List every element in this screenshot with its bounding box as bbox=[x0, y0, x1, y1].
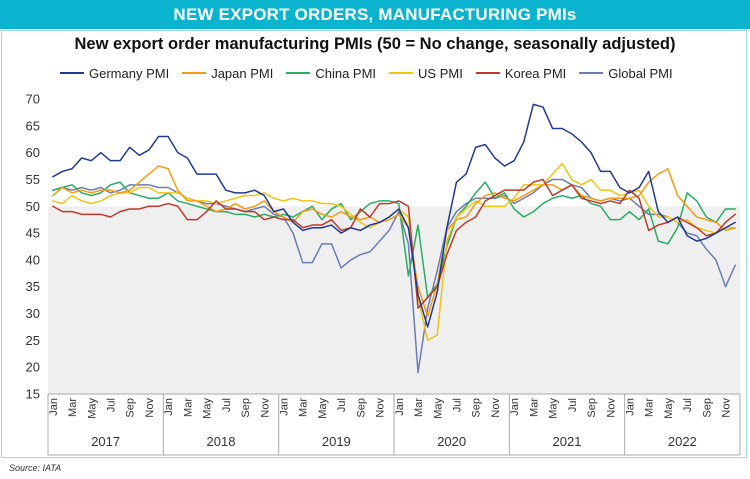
x-tick-label: Jul bbox=[105, 398, 117, 412]
x-tick-label: Nov bbox=[721, 398, 733, 418]
x-tick-label: Jan bbox=[394, 398, 406, 416]
x-tick-label: May bbox=[317, 398, 329, 419]
legend-item-global: Global PMI bbox=[579, 65, 673, 81]
legend-item-korea: Korea PMI bbox=[475, 65, 567, 81]
y-tick-label: 50 bbox=[26, 199, 40, 214]
x-tick-label: May bbox=[548, 398, 560, 419]
year-label: 2017 bbox=[91, 434, 120, 449]
x-tick-label: Jul bbox=[336, 398, 348, 412]
legend-item-us: US PMI bbox=[389, 66, 463, 81]
legend-label-us: US PMI bbox=[418, 65, 463, 81]
x-tick-label: Jan bbox=[509, 398, 521, 416]
below-50-band bbox=[48, 206, 740, 394]
x-tick-label: Mar bbox=[67, 398, 79, 417]
series-line-japan-pmi bbox=[52, 165, 736, 317]
x-tick-label: May bbox=[432, 398, 444, 419]
legend-item-japan: Japan PMI bbox=[182, 66, 273, 81]
y-tick-label: 15 bbox=[26, 387, 40, 402]
legend-swatch-germany bbox=[60, 72, 84, 74]
legend-swatch-korea bbox=[475, 72, 500, 74]
x-tick-label: Jul bbox=[682, 398, 694, 412]
y-tick-label: 65 bbox=[26, 118, 40, 133]
x-tick-label: Sep bbox=[701, 398, 713, 418]
chart-banner: NEW EXPORT ORDERS, MANUFACTURING PMIs bbox=[0, 0, 750, 29]
y-tick-label: 35 bbox=[26, 279, 40, 294]
year-label: 2021 bbox=[553, 434, 582, 449]
x-tick-label: Mar bbox=[298, 398, 310, 417]
series-line-germany-pmi bbox=[52, 103, 736, 328]
x-tick-label: Nov bbox=[259, 398, 271, 418]
y-tick-label: 25 bbox=[26, 333, 40, 348]
x-tick-label: Jan bbox=[48, 398, 60, 416]
legend-swatch-us bbox=[389, 72, 414, 74]
x-tick-label: Jul bbox=[567, 398, 579, 412]
y-tick-label: 30 bbox=[26, 306, 40, 321]
x-tick-label: Nov bbox=[605, 398, 617, 418]
x-tick-label: Sep bbox=[471, 398, 483, 418]
legend-label-japan: Japan PMI bbox=[211, 65, 274, 81]
legend-item-germany: Germany PMI bbox=[60, 66, 169, 81]
x-tick-label: Jan bbox=[278, 398, 290, 416]
x-tick-label: Mar bbox=[413, 398, 425, 417]
x-tick-label: Mar bbox=[644, 398, 656, 417]
x-tick-label: May bbox=[86, 398, 98, 419]
x-tick-label: Nov bbox=[375, 398, 387, 418]
x-tick-label: Nov bbox=[490, 398, 502, 418]
x-tick-label: May bbox=[202, 398, 214, 419]
year-label: 2020 bbox=[437, 434, 466, 449]
y-tick-label: 45 bbox=[26, 226, 40, 241]
x-tick-label: Sep bbox=[355, 398, 367, 418]
legend-item-china: China PMI bbox=[286, 66, 376, 81]
y-tick-label: 60 bbox=[26, 145, 40, 160]
x-tick-label: Sep bbox=[240, 398, 252, 418]
source-note: Source: IATA bbox=[9, 463, 62, 473]
x-tick-label: Mar bbox=[182, 398, 194, 417]
legend-label-germany: Germany PMI bbox=[89, 65, 170, 81]
x-tick-label: Sep bbox=[125, 398, 137, 418]
x-tick-label: Mar bbox=[528, 398, 540, 417]
year-label: 2019 bbox=[322, 434, 351, 449]
year-label: 2018 bbox=[207, 434, 236, 449]
chart-title: New export order manufacturing PMIs (50 … bbox=[74, 35, 676, 53]
x-tick-label: Jan bbox=[624, 398, 636, 416]
legend-swatch-global bbox=[579, 72, 604, 74]
legend-swatch-china bbox=[286, 72, 311, 74]
legend-swatch-japan bbox=[182, 72, 207, 74]
chart-frame bbox=[1, 30, 747, 458]
y-tick-label: 70 bbox=[26, 92, 40, 107]
x-tick-label: Nov bbox=[144, 398, 156, 418]
y-tick-label: 40 bbox=[26, 252, 40, 267]
x-tick-label: Sep bbox=[586, 398, 598, 418]
x-tick-label: Jul bbox=[451, 398, 463, 412]
series-line-korea-pmi bbox=[52, 178, 736, 309]
legend-label-global: Global PMI bbox=[608, 65, 673, 81]
x-tick-label: May bbox=[663, 398, 675, 419]
legend-label-korea: Korea PMI bbox=[504, 65, 567, 81]
year-label: 2022 bbox=[668, 434, 697, 449]
x-tick-label: Jan bbox=[163, 398, 175, 416]
x-tick-label: Jul bbox=[221, 398, 233, 412]
legend-label-china: China PMI bbox=[315, 65, 377, 81]
y-tick-label: 20 bbox=[26, 360, 40, 375]
chart-legend: Germany PMI Japan PMI China PMI US PMI K… bbox=[60, 64, 686, 82]
y-tick-label: 55 bbox=[26, 172, 40, 187]
